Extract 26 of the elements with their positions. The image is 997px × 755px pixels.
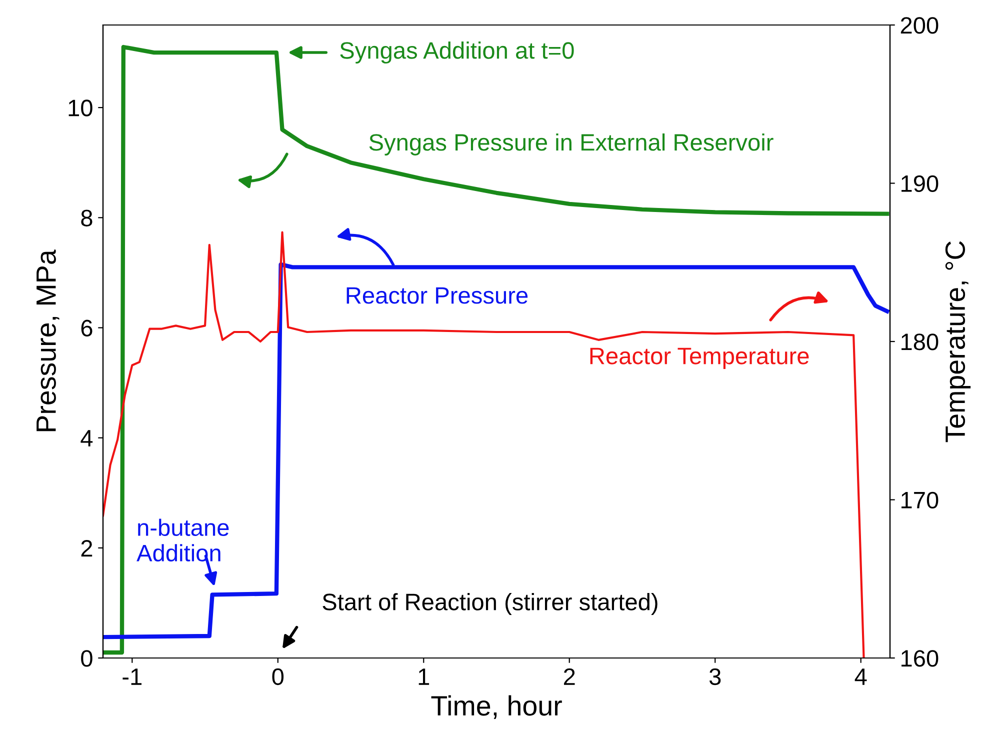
legend-label: Reactor Pressure [346,287,528,304]
y-axis-title: Pressure, MPa [36,250,60,432]
y2-axis-title: Temperature, °C [945,241,971,442]
x-tick-label: -1 [122,668,142,685]
y2-tick-label: 170 [902,492,938,509]
x-axis-title: Time, hour [431,695,562,719]
x-tick-label: 4 [854,668,867,685]
y-tick-label: 4 [80,430,93,446]
x-tick-label: 1 [418,668,430,685]
y-tick-label: 6 [81,320,92,337]
y2-tick-label: 160 [902,650,938,667]
y-tick-label: 2 [81,540,92,556]
x-tick-label: 0 [272,668,284,686]
y-tick-label: 0 [81,650,92,667]
x-tick-label: 3 [709,668,721,686]
legend-label: Reactor Temperature [590,348,809,370]
annotation: n-butane Addition [136,518,229,562]
annotation: Start of Reaction (stirrer started) [322,593,658,616]
annotation: Syngas Addition at t=0 [340,42,574,64]
y-tick-label: 8 [81,210,92,226]
y2-tick-label: 200 [900,17,938,34]
y2-tick-label: 190 [902,175,938,192]
y-tick-label: 10 [68,100,92,116]
y2-tick-label: 180 [902,334,938,350]
series-label: Syngas Pressure in External Reservoir [369,133,774,156]
x-tick-label: 2 [564,668,575,685]
